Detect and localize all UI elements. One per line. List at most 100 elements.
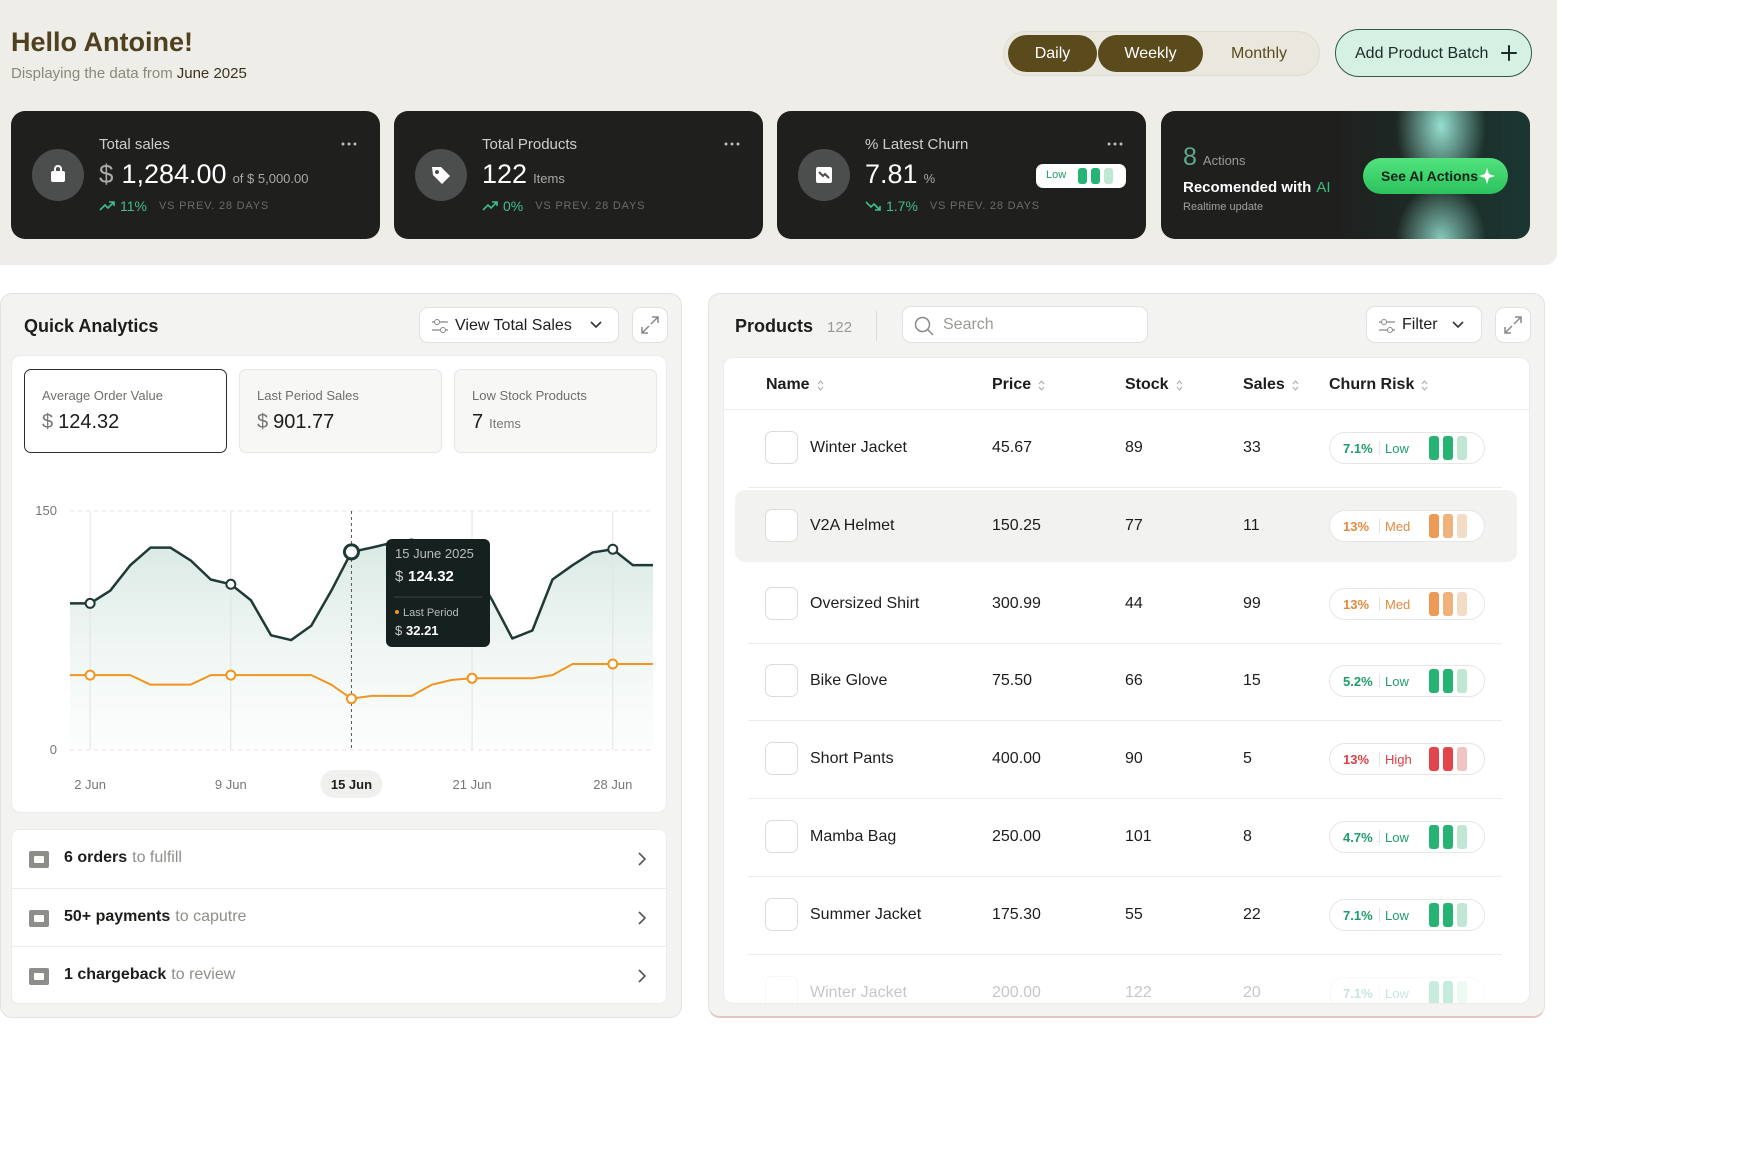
header-label: Stock [1125,376,1169,393]
ai-text-main: Recomended with [1183,179,1312,196]
active-label-bg [320,770,383,798]
product-sales: 20 [1243,983,1261,1001]
column-header[interactable]: Churn Risk [1329,376,1428,394]
toggle-button[interactable]: Daily [1008,35,1097,72]
risk-level: Low [1385,830,1409,845]
button-label: Add Product Batch [1355,45,1489,62]
product-name: V2A Helmet [810,516,895,534]
row-checkbox[interactable] [765,820,798,853]
more-button[interactable] [341,141,357,147]
divider [876,311,877,341]
row-checkbox[interactable] [765,975,798,1003]
task-label: to fulfill [132,849,182,866]
header-label: Sales [1243,376,1285,393]
product-price: 45.67 [992,439,1033,456]
table-row: Summer Jacket 175.30 55 22 7.1% Low [724,879,1529,951]
row-checkbox[interactable] [765,897,798,931]
stat-card: Average Order Value $124.32 [24,369,227,453]
row-divider [748,798,1502,800]
task-icon-inner [34,856,44,863]
search-placeholder: Search [943,316,994,333]
product-name: Summer Jacket [810,905,922,923]
product-stock: 122 [1125,983,1152,1001]
icon [29,910,49,927]
churn-pill: 13% Med [1329,509,1485,542]
point [466,672,478,684]
search-icon [914,316,931,333]
stat-value-row: 7 Items [472,411,521,434]
dropdown-label: View Total Sales [455,317,572,334]
line [70,662,653,700]
bag-icon [51,171,65,182]
search-box[interactable]: Search [902,306,1148,343]
row-checkbox[interactable] [765,742,798,776]
add-product-button[interactable]: Add Product Batch [1335,29,1532,77]
dot [724,142,728,146]
task-row[interactable]: 1 chargeback to review [12,946,666,1004]
product-name: Oversized Shirt [810,594,920,612]
row-checkbox[interactable] [765,664,798,698]
header-label: Price [992,376,1032,393]
column-header[interactable]: Price [992,376,1045,394]
chevron [638,911,646,925]
expand-button[interactable] [1495,307,1531,343]
kpi-value-row: $1,284.00 of $ 5,000.00 [99,159,308,190]
dot [353,142,357,146]
task-row[interactable]: 50+ payments to caputre [12,888,666,946]
tooltip-date: 15 June 2025 [395,546,474,561]
risk-bar [1457,436,1467,460]
churn-value: 4.7% [1343,830,1373,845]
kpi-card: % Latest Churn 7.81% 1.7% VS PREV. 28 DAYS L… [777,111,1146,239]
icon [638,911,646,925]
filter-button[interactable]: Filter [1366,306,1482,343]
row-checkbox[interactable] [765,508,798,542]
risk-bar [1443,902,1453,927]
risk-level: Low [1385,985,1409,1001]
stat-value: 124.32 [58,411,120,433]
row-divider [748,953,1502,955]
task-label: to review [171,966,236,983]
risk-bar [1443,980,1453,1003]
chevron [638,969,646,983]
product-stock: 55 [1125,905,1143,923]
toggle-button[interactable]: Weekly [1098,35,1203,72]
task-row[interactable]: 6 orders to fulfill [12,830,666,888]
subtitle: Displaying the data from June 2025 [11,65,247,82]
knob [1381,319,1387,325]
header-divider [724,409,1529,410]
ai-button[interactable]: See AI Actions [1363,158,1508,194]
column-header[interactable]: Name [766,376,824,394]
toggle-button[interactable]: Monthly [1230,44,1288,62]
row-checkbox[interactable] [765,431,798,464]
more-button[interactable] [724,141,740,147]
more-button[interactable] [1107,141,1123,147]
product-name: Mamba Bag [810,828,897,845]
view-dropdown[interactable]: View Total Sales [419,307,619,343]
badge-bar [1091,168,1100,184]
products-table: Name Price Stock Sales Churn Risk Winter Jack… [723,357,1530,1004]
product-sales: 22 [1243,905,1261,923]
column-header[interactable]: Sales [1243,376,1299,394]
tooltip [386,539,490,647]
column-header[interactable]: Stock [1125,376,1183,394]
icon [1421,379,1428,391]
product-price: 400.00 [992,750,1041,768]
kpi-compare: VS PREV. 28 DAYS [535,200,646,212]
icon [1501,45,1517,61]
badge-bar [1104,168,1113,184]
product-sales: 99 [1243,594,1261,612]
sort-icon [1038,379,1045,391]
churn-pill: 13% Med [1329,587,1485,620]
icon [1176,379,1182,391]
churn-value: 5.2% [1343,674,1373,690]
expand-button[interactable] [632,307,668,343]
churn-pill: 7.1% Low [1329,976,1485,1003]
point [225,669,237,681]
row-checkbox[interactable] [765,586,798,620]
kpi-card: Total sales $1,284.00 of $ 5,000.00 11% VS P… [11,111,380,239]
risk-bar [1457,747,1467,772]
churn-badge: Low [1036,164,1126,188]
pill-divider [1379,596,1380,611]
